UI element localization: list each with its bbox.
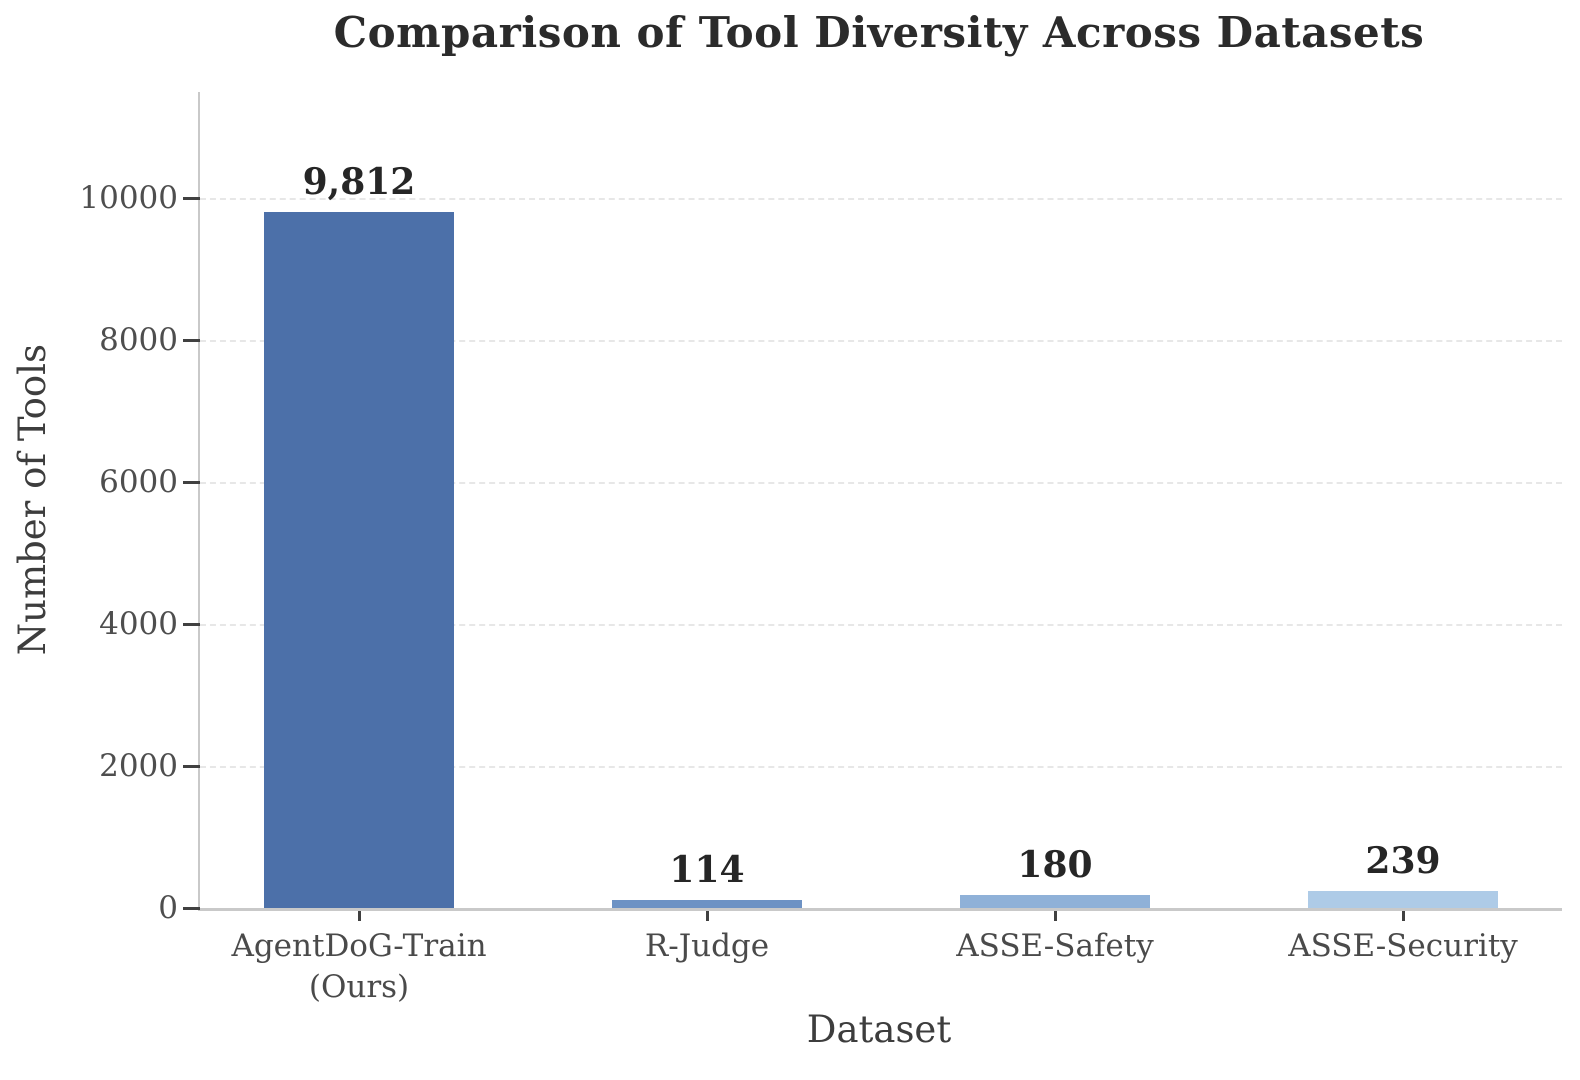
x-tick-label: R-Judge [644, 928, 770, 964]
y-tick-mark [183, 764, 200, 768]
y-tick-mark [183, 480, 200, 484]
x-tick-mark [705, 911, 709, 921]
plot-area: 0 2000 4000 6000 8000 10000 9,812 AgentDoG-Trai… [79, 92, 1562, 1005]
x-tick-mark [1053, 911, 1057, 921]
bar-value-label: 180 [1017, 844, 1093, 887]
gridline-4000 [200, 624, 1562, 627]
gridline-8000 [200, 340, 1562, 343]
x-tick-label: ASSE-Security [1288, 928, 1518, 964]
y-tick-mark [183, 906, 200, 910]
y-tick-label: 2000 [99, 748, 178, 785]
bar-asse-safety [960, 895, 1150, 908]
bar-value-label: 239 [1365, 840, 1441, 883]
gridline-10000 [200, 198, 1562, 201]
x-tick-label: ASSE-Safety [956, 928, 1154, 964]
x-tick-mark [357, 911, 361, 921]
bar-value-label: 114 [669, 848, 745, 891]
x-tick-label: AgentDoG-Train (Ours) [231, 928, 487, 1005]
x-tick-mark [1401, 911, 1405, 921]
y-tick-label: 8000 [99, 322, 178, 359]
x-axis-label: Dataset [806, 1008, 952, 1051]
gridline-2000 [200, 766, 1562, 769]
y-tick-label: 4000 [99, 606, 178, 643]
y-tick-label: 6000 [99, 464, 178, 501]
bar-asse-security [1308, 891, 1498, 908]
y-tick-label: 0 [158, 890, 178, 926]
y-tick-label: 10000 [79, 180, 178, 217]
gridline-6000 [200, 482, 1562, 485]
bar-r-judge [612, 899, 802, 908]
bar-value-label: 9,812 [302, 160, 416, 203]
chart-title: Comparison of Tool Diversity Across Data… [333, 8, 1425, 57]
bar-agentdog-train [264, 211, 454, 908]
y-tick-mark [183, 622, 200, 626]
y-tick-mark [183, 196, 200, 200]
y-tick-mark [183, 338, 200, 342]
